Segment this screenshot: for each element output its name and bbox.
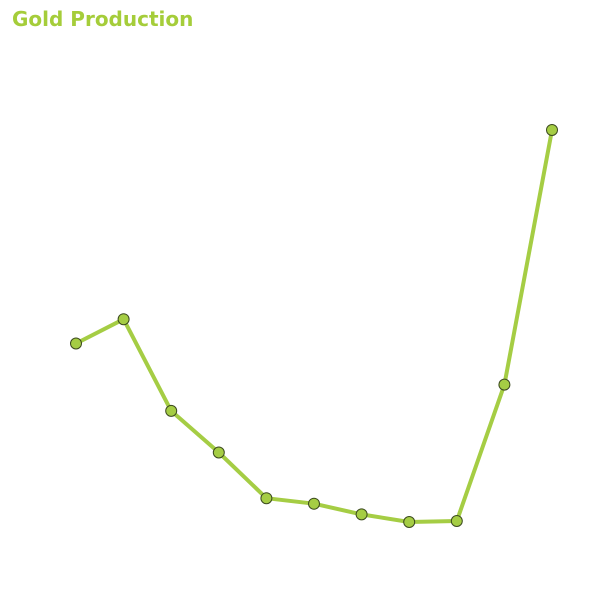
data-point[interactable] [212, 446, 225, 459]
data-point[interactable] [260, 492, 273, 505]
data-point[interactable] [308, 497, 320, 510]
data-point[interactable] [403, 516, 416, 528]
marker-layer [70, 124, 558, 528]
series-line [74, 128, 554, 524]
data-point[interactable] [70, 337, 82, 350]
data-point[interactable] [498, 378, 511, 391]
chart-title: Gold Production [12, 7, 194, 31]
series-layer [74, 128, 554, 524]
data-point[interactable] [546, 124, 558, 136]
data-point[interactable] [117, 313, 130, 326]
data-point[interactable] [165, 404, 178, 417]
data-point[interactable] [355, 508, 368, 521]
data-point[interactable] [450, 515, 463, 527]
